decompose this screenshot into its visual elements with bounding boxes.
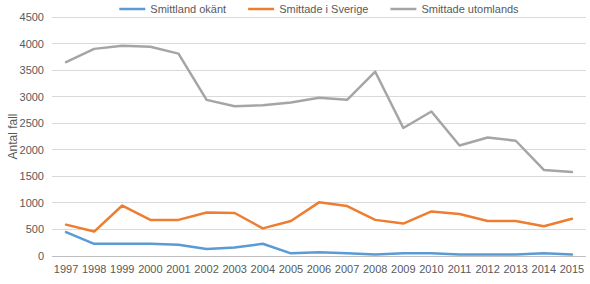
chart: 0 500 1000 1500 2000 2500 3000 3500 4000 4500 1997… <box>0 0 590 284</box>
y-tick-label: 4000 <box>20 38 44 50</box>
x-tick-label: 2002 <box>194 263 218 275</box>
legend-swatch <box>119 8 145 11</box>
grid-line <box>52 123 586 124</box>
x-tick-label: 2010 <box>419 263 443 275</box>
x-tick-label: 2007 <box>335 263 359 275</box>
grid-line <box>52 176 586 177</box>
legend-label: Smittade utomlands <box>421 3 519 15</box>
x-tick-label: 1998 <box>82 263 106 275</box>
legend-swatch <box>248 8 274 11</box>
x-tick-label: 2001 <box>166 263 190 275</box>
grid-line <box>52 229 586 230</box>
grid-line <box>52 149 586 150</box>
plot-data <box>66 46 572 255</box>
page: {"chart_data": {"type": "line", "y_label… <box>0 0 590 284</box>
y-tick-label: 0 <box>38 250 44 262</box>
y-tick-label: 1500 <box>20 170 44 182</box>
x-tick-label: 2011 <box>448 263 472 275</box>
x-tick-label: 2005 <box>279 263 303 275</box>
x-tick-label: 2004 <box>251 263 275 275</box>
x-tick-label: 1999 <box>110 263 134 275</box>
y-tick-label: 2500 <box>20 117 44 129</box>
grid-line <box>52 43 586 44</box>
series-line <box>66 202 572 231</box>
x-tick-label: 2003 <box>222 263 246 275</box>
series-line <box>66 232 572 254</box>
x-tick-label: 2008 <box>363 263 387 275</box>
x-tick-label: 2014 <box>532 263 556 275</box>
y-axis-label: Antal fall <box>6 113 20 159</box>
x-tick-label: 2000 <box>138 263 162 275</box>
y-tick-label: 3000 <box>20 91 44 103</box>
series-line <box>66 46 572 172</box>
y-tick-label: 4500 <box>20 11 44 23</box>
grid-line <box>52 70 586 71</box>
y-tick-label: 500 <box>26 223 44 235</box>
grid <box>52 17 586 256</box>
legend-swatch <box>390 8 416 11</box>
y-tick-label: 2000 <box>20 144 44 156</box>
legend-label: Smittade i Sverige <box>279 3 368 15</box>
x-tick-label: 1997 <box>54 263 78 275</box>
legend: Smittland okänt Smittade i Sverige Smittad… <box>119 3 519 15</box>
y-tick-label: 3500 <box>20 64 44 76</box>
x-tick-label: 2015 <box>560 263 584 275</box>
grid-line <box>52 17 586 18</box>
y-tick-label: 1000 <box>20 197 44 209</box>
x-tick-label: 2009 <box>391 263 415 275</box>
x-tick-label: 2006 <box>307 263 331 275</box>
x-tick-label: 2012 <box>475 263 499 275</box>
x-tick-label: 2013 <box>503 263 527 275</box>
legend-label: Smittland okänt <box>150 3 226 15</box>
